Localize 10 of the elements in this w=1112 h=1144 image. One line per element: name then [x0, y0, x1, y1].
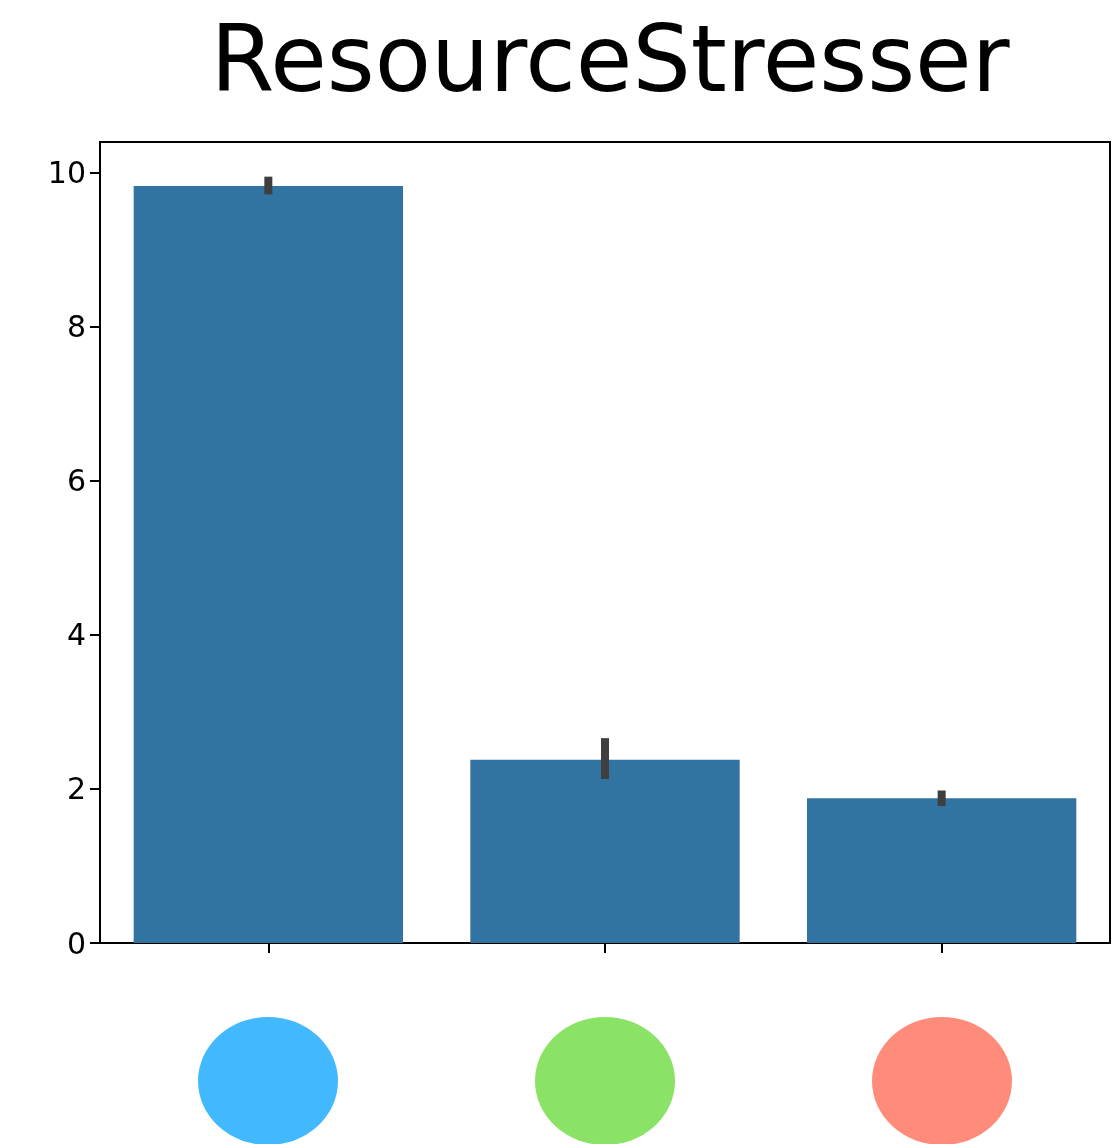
y-tick-label: 4 — [66, 617, 86, 653]
y-tick-label: 6 — [66, 463, 86, 499]
bar — [470, 759, 740, 943]
chart-title: ResourceStresser — [210, 5, 1010, 113]
y-tick-label: 8 — [66, 309, 86, 345]
bar — [133, 185, 403, 943]
y-tick-label: 2 — [66, 771, 86, 807]
bar — [807, 798, 1077, 943]
y-tick-label: 10 — [47, 155, 86, 191]
y-tick-label: 0 — [66, 925, 86, 961]
